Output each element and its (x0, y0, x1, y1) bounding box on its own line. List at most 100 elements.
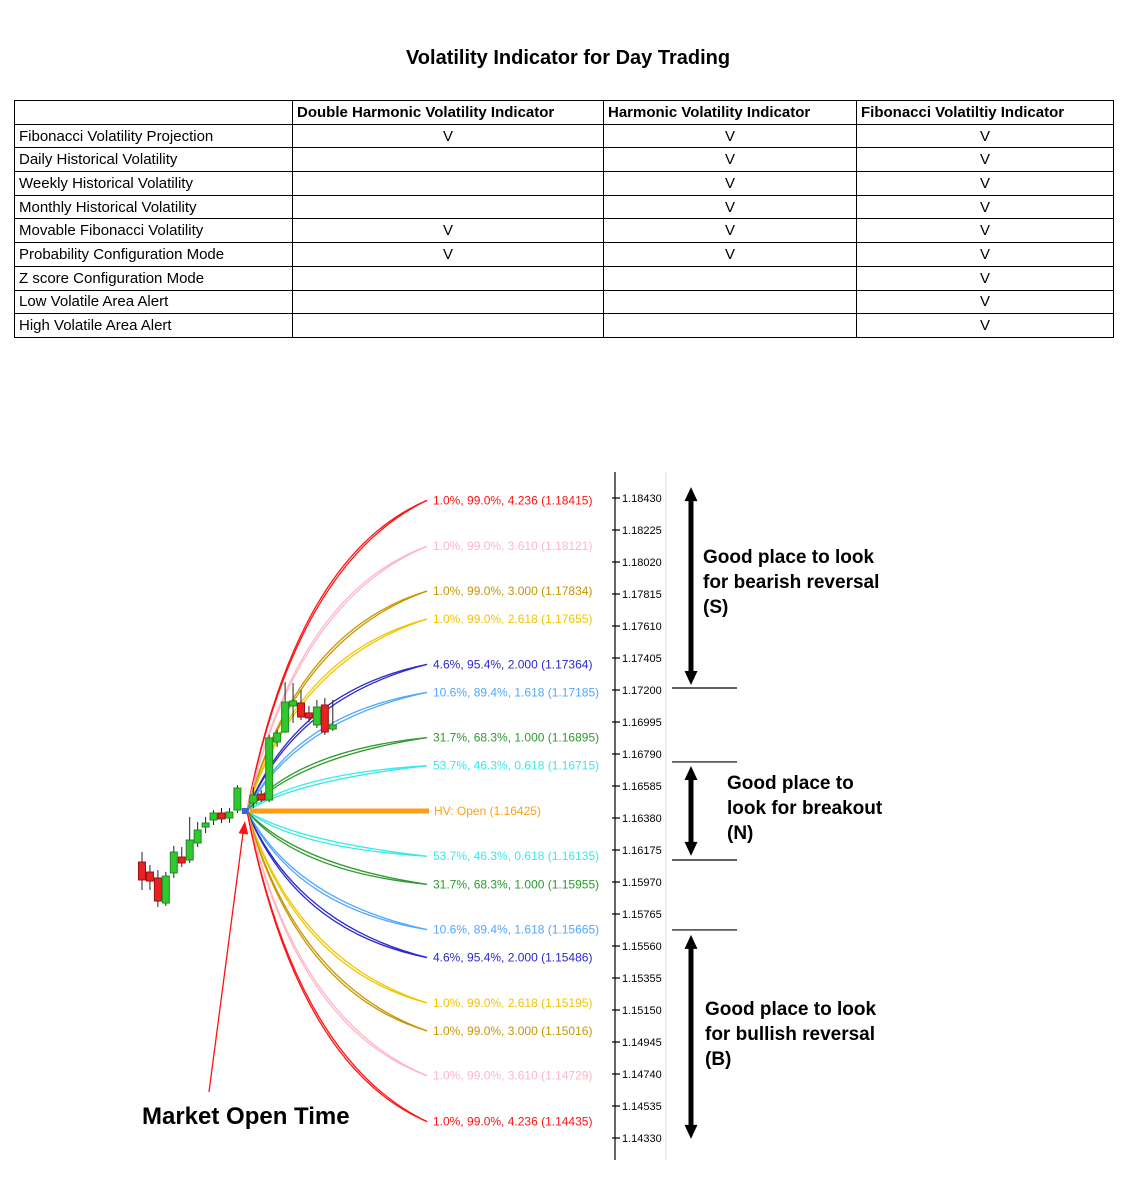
fan-level-label: 53.7%, 46.3%, 0.618 (1.16135) (433, 849, 599, 863)
axis-tick-label: 1.15970 (622, 877, 662, 889)
fan-level-label: 31.7%, 68.3%, 1.000 (1.16895) (433, 731, 599, 745)
fan-curve (246, 499, 428, 812)
axis-tick-label: 1.14330 (622, 1133, 662, 1145)
fan-level-label: 1.0%, 99.0%, 4.236 (1.14435) (433, 1115, 592, 1129)
check-cell (292, 147, 604, 173)
candle-body (257, 793, 266, 801)
candle-body (304, 712, 313, 719)
check-cell: V (292, 218, 604, 244)
zone-label-breakout: Good place to look for breakout (N) (727, 773, 883, 844)
candle-body (153, 877, 162, 902)
fan-level-label: 1.0%, 99.0%, 3.610 (1.14729) (433, 1069, 592, 1083)
feature-cell: Probability Configuration Mode (14, 242, 293, 267)
page-title: Volatility Indicator for Day Trading (405, 47, 731, 69)
axis-tick-label: 1.15150 (622, 1005, 662, 1017)
fan-curve (246, 810, 428, 1032)
check-cell (292, 313, 604, 338)
fan-level-label: 1.0%, 99.0%, 3.000 (1.15016) (433, 1024, 592, 1038)
fan-level-label: 1.0%, 99.0%, 4.236 (1.18415) (433, 493, 592, 507)
check-cell: V (603, 242, 857, 267)
fan-level-label: 1.0%, 99.0%, 3.000 (1.17834) (433, 584, 592, 598)
candle-body (161, 875, 170, 904)
table-row: Daily Historical Volatility V V (14, 147, 1114, 173)
axis-tick-label: 1.17610 (622, 621, 662, 633)
table-row: Low Volatile Area Alert V (14, 289, 1114, 315)
axis-tick-label: 1.16380 (622, 813, 662, 825)
fan-curve (246, 736, 428, 812)
axis-tick-label: 1.14535 (622, 1101, 662, 1113)
arrow-up-head (684, 766, 698, 781)
feature-cell: Z score Configuration Mode (14, 265, 293, 291)
fan-curve (246, 590, 428, 812)
feature-cell: Fibonacci Volatility Projection (14, 123, 293, 149)
candle-body (265, 737, 274, 801)
table-row: Movable Fibonacci Volatility V V V (14, 218, 1114, 244)
fan-level-label: 10.6%, 89.4%, 1.618 (1.15665) (433, 923, 599, 937)
candle-body (201, 822, 210, 828)
candle-body (233, 787, 242, 811)
fan-level-label: 31.7%, 68.3%, 1.000 (1.15955) (433, 877, 599, 891)
fan-curve (246, 810, 428, 1032)
hv-open-label: HV: Open (1.16425) (434, 804, 541, 818)
open-price-marker (241, 807, 249, 814)
feature-cell: Daily Historical Volatility (14, 147, 293, 173)
check-cell: V (856, 313, 1114, 338)
table-row: High Volatile Area Alert V (14, 313, 1114, 338)
check-cell (603, 289, 857, 315)
fan-level-label: 1.0%, 99.0%, 3.610 (1.18121) (433, 539, 592, 553)
table-header-row: Double Harmonic Volatility Indicator Harm… (14, 100, 1114, 125)
check-cell: V (603, 218, 857, 244)
check-cell (292, 265, 604, 291)
fan-curve (246, 765, 428, 812)
fan-curve (246, 618, 428, 812)
check-cell: V (856, 147, 1114, 173)
fan-level-label: 1.0%, 99.0%, 2.618 (1.17655) (433, 612, 592, 626)
fan-curve (246, 736, 428, 812)
fan-curve (246, 691, 428, 812)
fan-curve (246, 810, 428, 959)
axis-tick-label: 1.17815 (622, 589, 662, 601)
fan-curve (246, 499, 428, 812)
fan-curve (246, 810, 428, 857)
candle-body (312, 706, 321, 726)
fan-curve (246, 545, 428, 812)
candle-body (289, 700, 298, 707)
candle-body (281, 701, 290, 733)
arrow-down-head (684, 1124, 698, 1139)
arrow-down-head (684, 671, 698, 686)
candle-body (249, 794, 258, 804)
fan-curve (246, 810, 428, 885)
arrow-up-head (684, 934, 698, 949)
fan-level-label: 4.6%, 95.4%, 2.000 (1.17364) (433, 657, 592, 671)
fan-curve (246, 810, 428, 1123)
check-cell: V (856, 289, 1114, 315)
candle-body (217, 812, 226, 820)
feature-column-header (14, 100, 293, 125)
fan-level-label: 4.6%, 95.4%, 2.000 (1.15486) (433, 951, 592, 965)
axis-tick-label: 1.17200 (622, 685, 662, 697)
axis-tick-label: 1.14740 (622, 1069, 662, 1081)
fan-curve (246, 810, 428, 885)
fan-level-label: 53.7%, 46.3%, 0.618 (1.16715) (433, 759, 599, 773)
candle-body (138, 861, 146, 881)
fan-curve (246, 810, 428, 1004)
arrow-up-head (684, 487, 698, 502)
candle-body (145, 871, 154, 882)
market-open-arrowhead (238, 821, 249, 835)
fan-curve (246, 810, 428, 931)
feature-cell: Monthly Historical Volatility (14, 194, 293, 220)
feature-cell: Movable Fibonacci Volatility (14, 218, 293, 244)
check-cell (292, 289, 604, 315)
zone-label-bearish-reversal: Good place to look for bearish reversal (S… (703, 547, 879, 618)
check-cell (603, 313, 857, 338)
check-cell: V (603, 194, 857, 220)
check-cell: V (856, 242, 1114, 267)
check-cell: V (856, 123, 1114, 149)
check-cell: V (292, 123, 604, 149)
zone-label-bullish-reversal: Good place to look for bullish reversal (B… (705, 999, 876, 1070)
fan-level-label: 1.0%, 99.0%, 2.618 (1.15195) (433, 996, 592, 1010)
feature-cell: Weekly Historical Volatility (14, 171, 293, 196)
check-cell: V (603, 123, 857, 149)
fan-level-label: 10.6%, 89.4%, 1.618 (1.17185) (433, 685, 599, 699)
